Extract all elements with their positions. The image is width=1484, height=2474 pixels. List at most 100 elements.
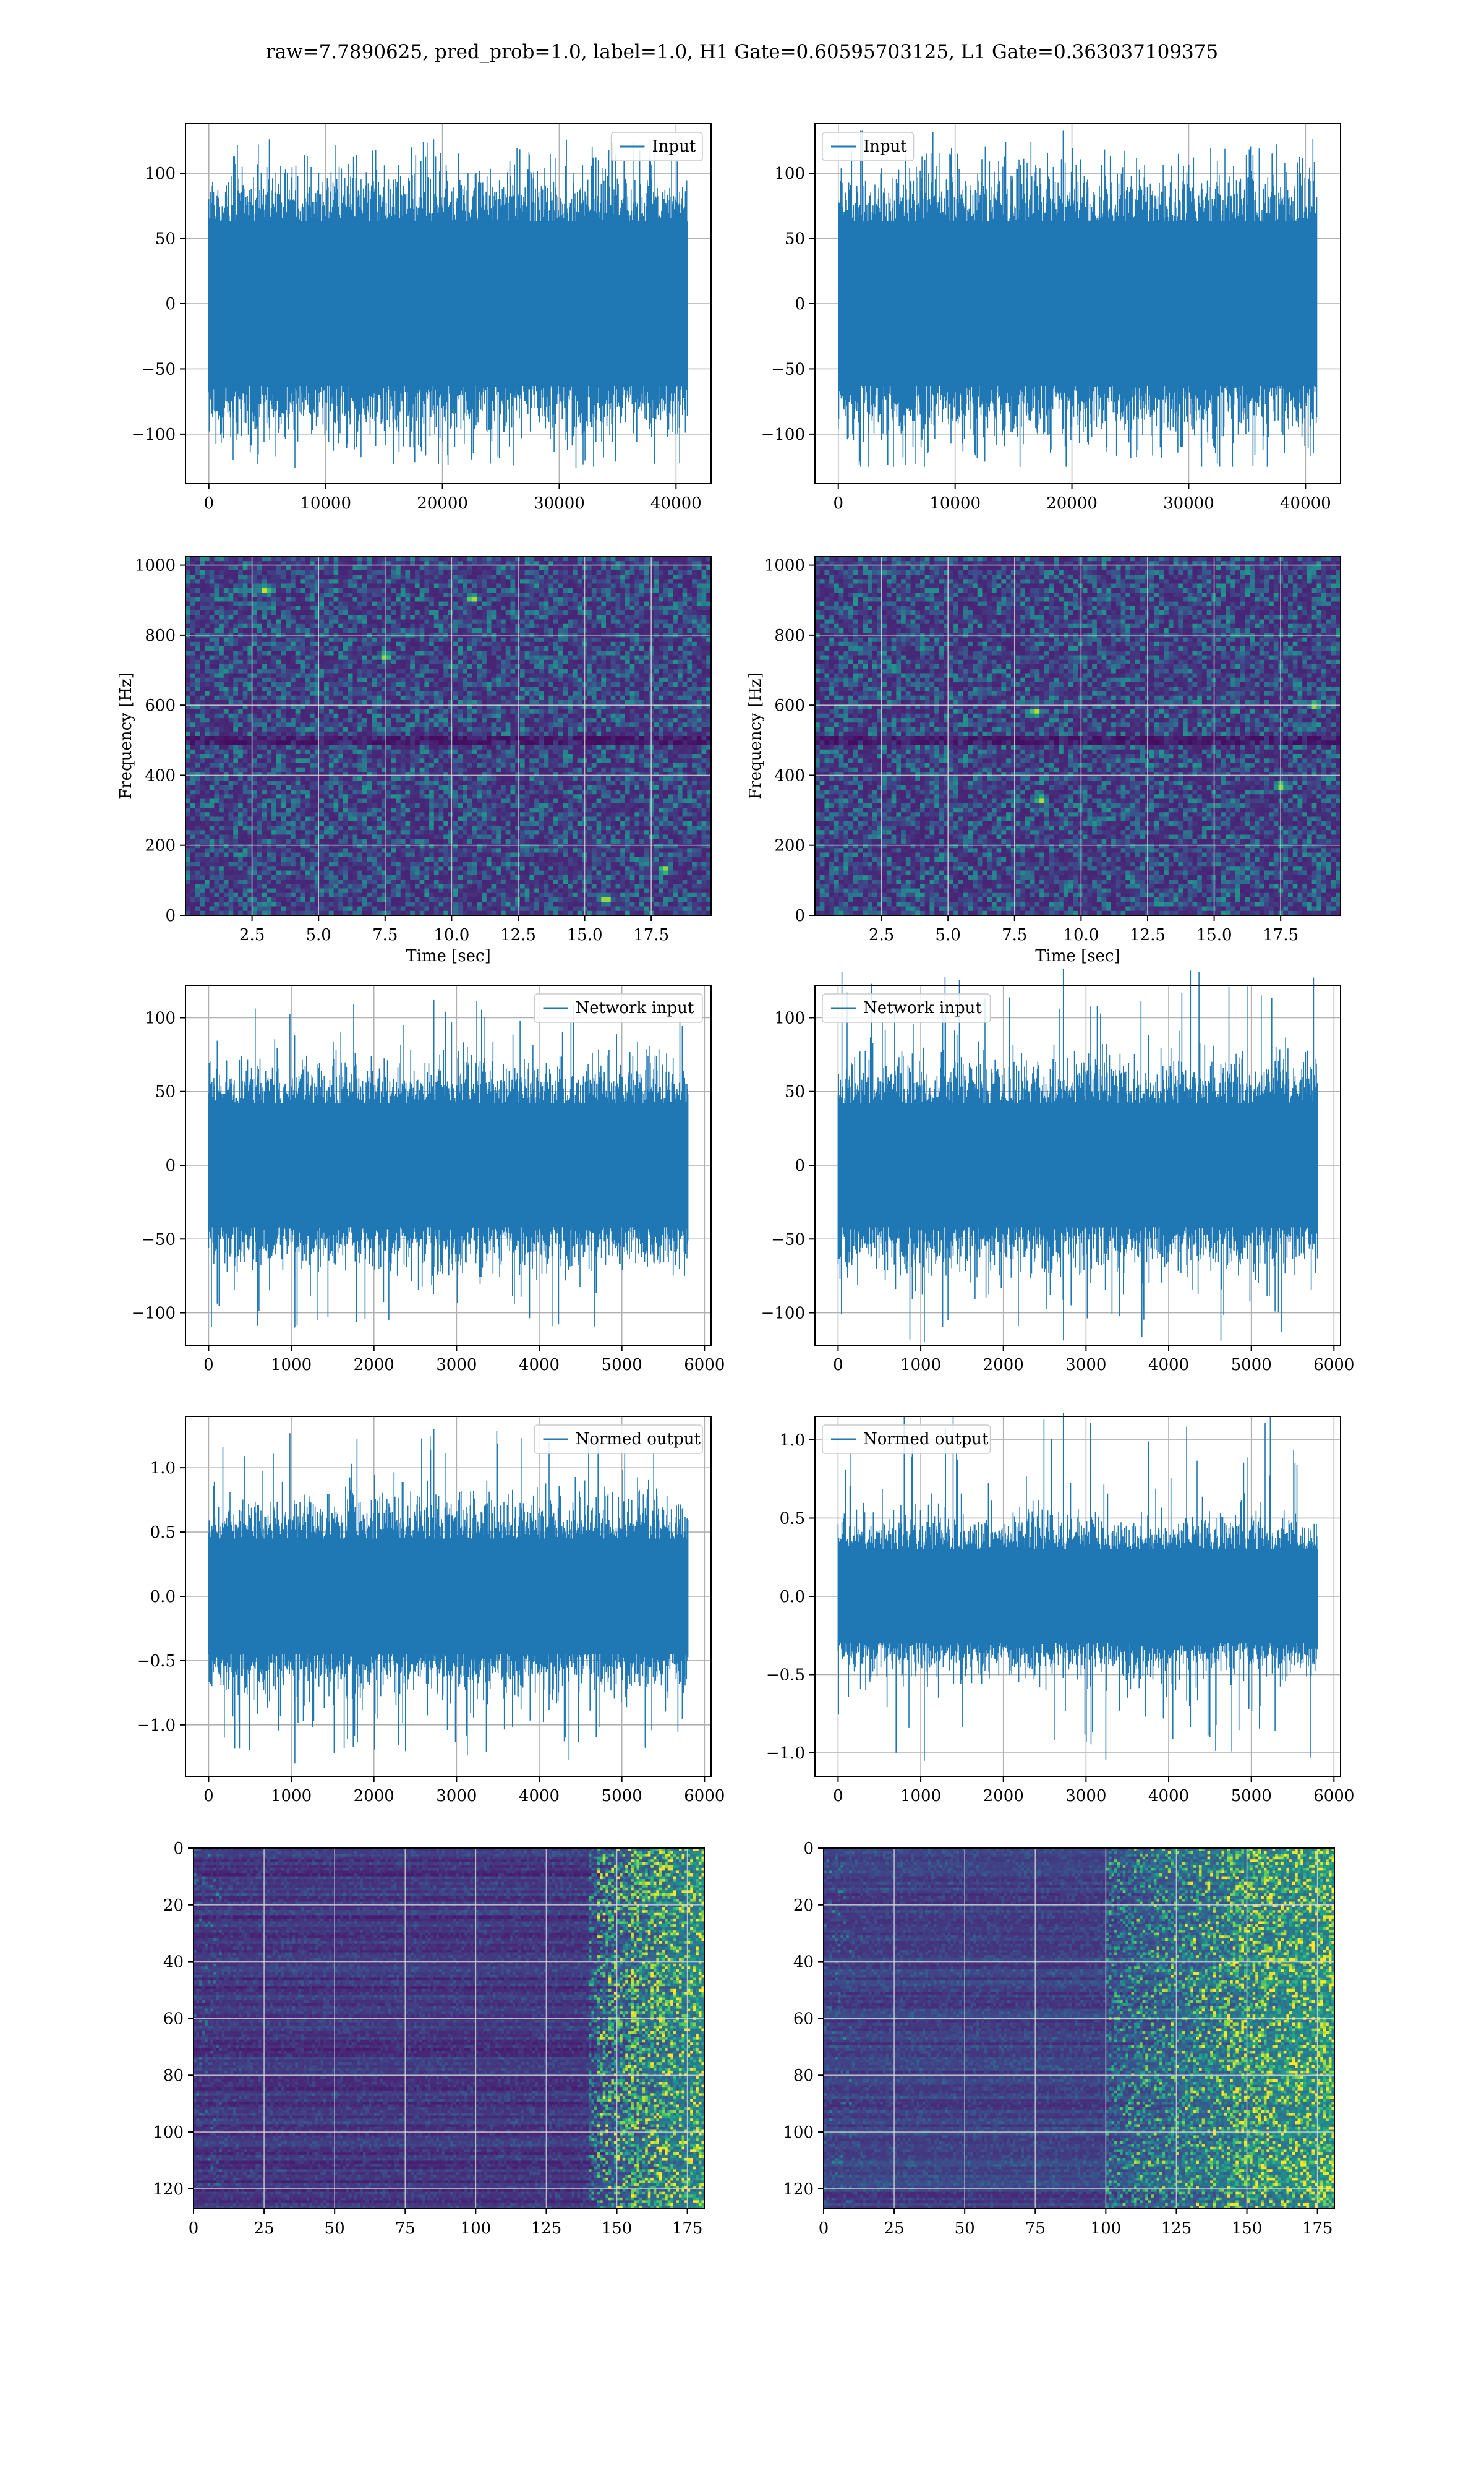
y-tick-label: 20 — [793, 1896, 814, 1915]
chart-h1-network-input: 0 1000 2000 3000 4000 5000 6000−100−50050100Ne… — [132, 985, 725, 1374]
x-tick-label: 100 — [461, 2219, 492, 2238]
y-tick-label: 0.0 — [150, 1588, 176, 1606]
y-tick-label: −100 — [761, 1304, 805, 1323]
y-tick-label: 100 — [774, 165, 805, 183]
y-tick-label: 100 — [783, 2123, 814, 2142]
legend: Network input — [535, 994, 703, 1022]
x-tick-label: 4000 — [519, 1787, 560, 1805]
y-tick-label: 50 — [785, 230, 805, 249]
x-tick-label: 100 — [1091, 2219, 1122, 2238]
heatmap-cells — [194, 1848, 705, 2209]
series-core — [209, 221, 688, 386]
y-tick-label: 200 — [774, 837, 805, 855]
legend-label: Input — [863, 137, 907, 156]
y-tick-label: 0 — [795, 907, 805, 925]
y-tick-label: 0 — [795, 295, 805, 314]
x-tick-label: 125 — [1161, 2219, 1192, 2238]
y-tick-label: 0.5 — [150, 1523, 176, 1542]
y-tick-label: 100 — [153, 2123, 184, 2142]
y-tick-label: 60 — [793, 2010, 814, 2028]
x-tick-label: 1000 — [271, 1356, 312, 1374]
legend-label: Normed output — [576, 1430, 701, 1449]
legend-label: Network input — [576, 999, 694, 1017]
heatmap-cells — [815, 557, 1341, 916]
x-tick-label: 0 — [819, 2219, 829, 2238]
x-tick-label: 30000 — [1163, 494, 1214, 513]
y-tick-label: 1000 — [764, 557, 805, 575]
x-tick-label: 12.5 — [500, 926, 536, 944]
x-tick-label: 3000 — [436, 1787, 477, 1805]
y-tick-label: 400 — [145, 766, 176, 785]
y-tick-label: −0.5 — [137, 1652, 176, 1671]
series-core — [838, 1549, 1317, 1643]
x-tick-label: 10000 — [929, 494, 981, 513]
x-tick-label: 0 — [834, 494, 844, 513]
x-tick-label: 25 — [254, 2219, 275, 2238]
y-tick-label: 40 — [793, 1953, 814, 1972]
legend: Normed output — [535, 1425, 703, 1453]
x-tick-label: 6000 — [684, 1787, 725, 1805]
y-tick-label: 120 — [153, 2180, 184, 2199]
y-tick-label: 1.0 — [150, 1459, 176, 1478]
x-tick-label: 0 — [204, 494, 215, 513]
legend-label: Normed output — [863, 1430, 989, 1449]
y-tick-label: −100 — [132, 426, 176, 444]
chart-l1-spectrogram: 2.5 5.0 7.5 10.0 12.5 15.0 17.5020040060080010… — [746, 557, 1341, 965]
x-tick-label: 17.5 — [633, 926, 669, 944]
x-tick-label: 0 — [833, 1356, 843, 1374]
x-tick-label: 2000 — [354, 1356, 394, 1374]
x-tick-label: 20000 — [417, 494, 468, 513]
y-tick-label: 200 — [145, 837, 176, 855]
y-tick-label: −50 — [771, 1230, 805, 1249]
x-tick-label: 3000 — [1065, 1356, 1106, 1374]
x-tick-label: 150 — [602, 2219, 633, 2238]
x-axis-label: Time [sec] — [1035, 947, 1120, 965]
x-tick-label: 17.5 — [1263, 926, 1298, 944]
x-tick-label: 10.0 — [1063, 926, 1099, 944]
x-tick-label: 0 — [189, 2219, 199, 2238]
y-tick-label: −50 — [771, 360, 805, 379]
y-tick-label: 100 — [145, 1009, 176, 1027]
x-tick-label: 5000 — [602, 1787, 642, 1805]
y-tick-label: 40 — [163, 1953, 184, 1972]
x-tick-label: 15.0 — [567, 926, 603, 944]
x-tick-label: 50 — [955, 2219, 975, 2238]
x-axis-label: Time [sec] — [406, 947, 491, 965]
x-tick-label: 5.0 — [306, 926, 331, 944]
y-tick-label: 0.5 — [780, 1509, 805, 1528]
x-tick-label: 10000 — [300, 494, 351, 513]
y-tick-label: −1.0 — [137, 1716, 176, 1735]
chart-h1-spectrogram: 2.5 5.0 7.5 10.0 12.5 15.0 17.5020040060080010… — [117, 557, 712, 965]
y-tick-label: 80 — [163, 2066, 184, 2085]
y-tick-label: −1.0 — [766, 1744, 805, 1763]
y-tick-label: 50 — [785, 1083, 805, 1102]
y-tick-label: −50 — [142, 360, 176, 379]
y-tick-label: 100 — [774, 1009, 805, 1027]
y-tick-label: 0 — [803, 1839, 814, 1858]
y-tick-label: 20 — [163, 1896, 184, 1915]
legend-label: Network input — [863, 999, 982, 1017]
x-tick-label: 2000 — [983, 1787, 1024, 1805]
x-tick-label: 4000 — [1148, 1356, 1189, 1374]
y-tick-label: 50 — [155, 1083, 176, 1102]
x-tick-label: 2000 — [354, 1787, 394, 1805]
y-tick-label: 0 — [795, 1157, 805, 1175]
x-tick-label: 1000 — [900, 1356, 941, 1374]
x-tick-label: 3000 — [436, 1356, 477, 1374]
y-tick-label: 0 — [173, 1839, 184, 1858]
y-tick-label: 50 — [155, 230, 176, 249]
legend: Network input — [822, 994, 991, 1022]
x-tick-label: 7.5 — [1002, 926, 1027, 944]
y-tick-label: 1.0 — [780, 1431, 805, 1450]
heatmap-cells — [186, 557, 712, 916]
x-tick-label: 10.0 — [433, 926, 469, 944]
x-tick-label: 40000 — [1280, 494, 1331, 513]
x-tick-label: 5000 — [602, 1356, 642, 1374]
x-tick-label: 1000 — [900, 1787, 941, 1805]
y-tick-label: 800 — [774, 627, 805, 645]
y-axis-label: Frequency [Hz] — [117, 672, 135, 800]
